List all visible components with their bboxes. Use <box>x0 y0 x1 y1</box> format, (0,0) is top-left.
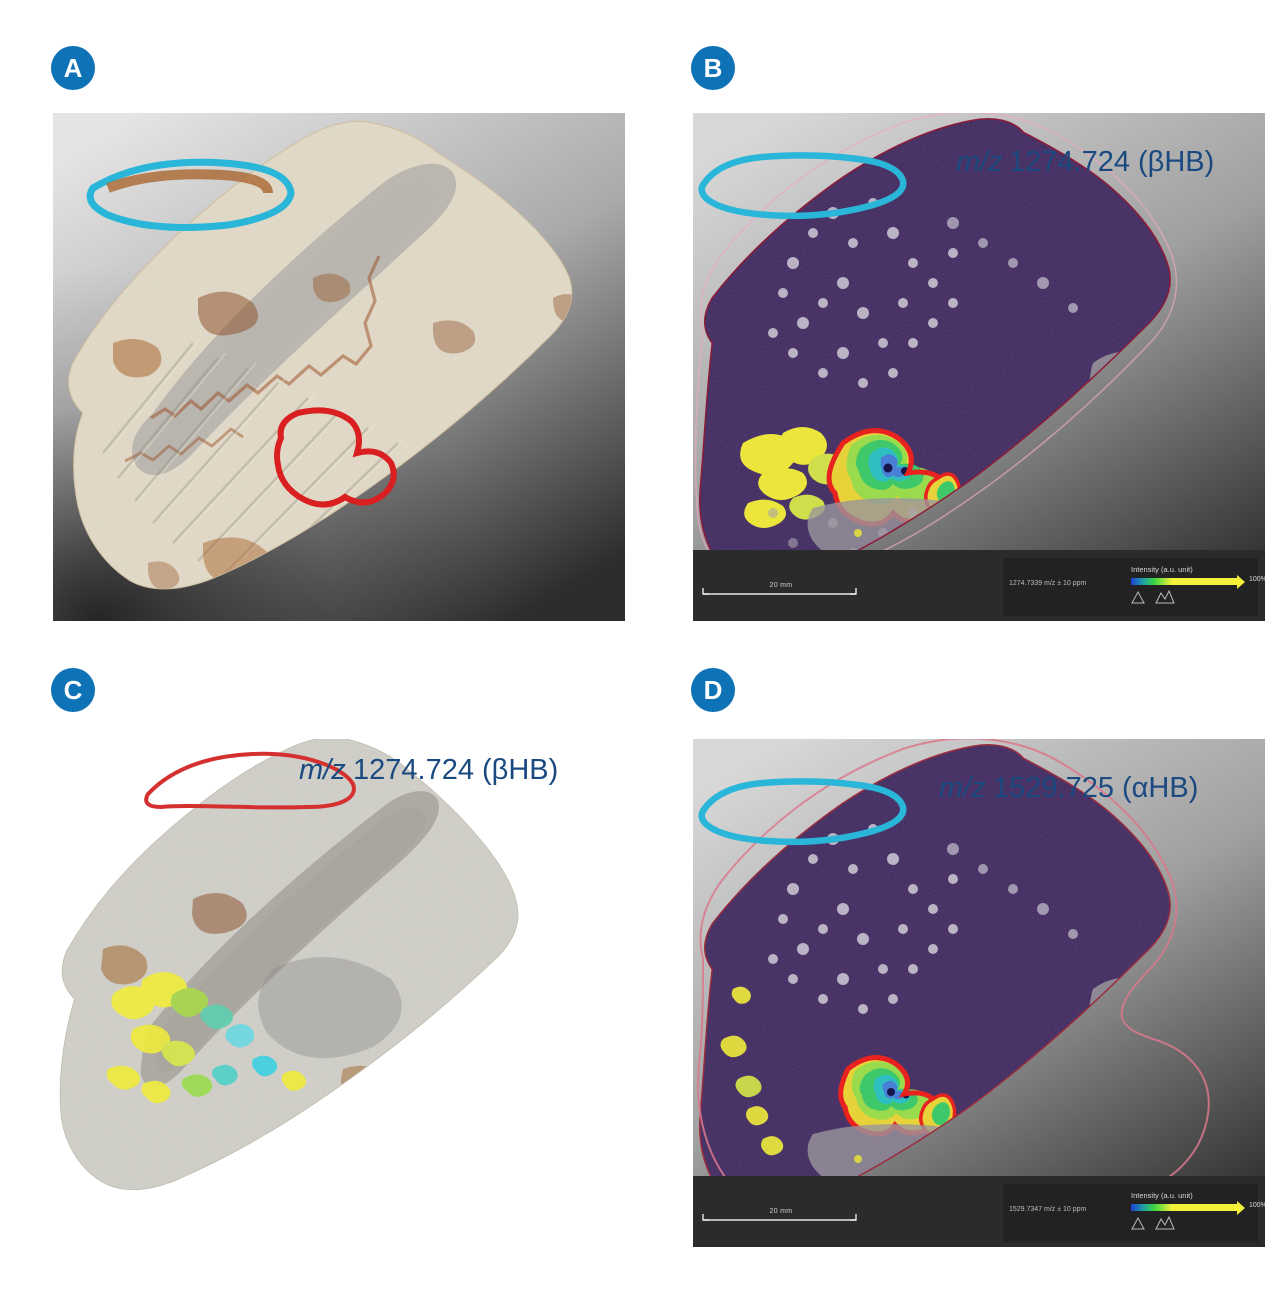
svg-text:m/z: m/z <box>939 772 986 804</box>
svg-text:20 mm: 20 mm <box>770 1208 793 1215</box>
svg-text:20 mm: 20 mm <box>770 582 793 589</box>
svg-text:m/z: m/z <box>299 754 346 786</box>
svg-text:1274.724 (βHB): 1274.724 (βHB) <box>353 754 558 786</box>
svg-text:1274.724 (βHB): 1274.724 (βHB) <box>1009 146 1214 178</box>
svg-text:m/z: m/z <box>956 146 1003 178</box>
svg-text:1529.725 (αHB): 1529.725 (αHB) <box>993 772 1198 804</box>
